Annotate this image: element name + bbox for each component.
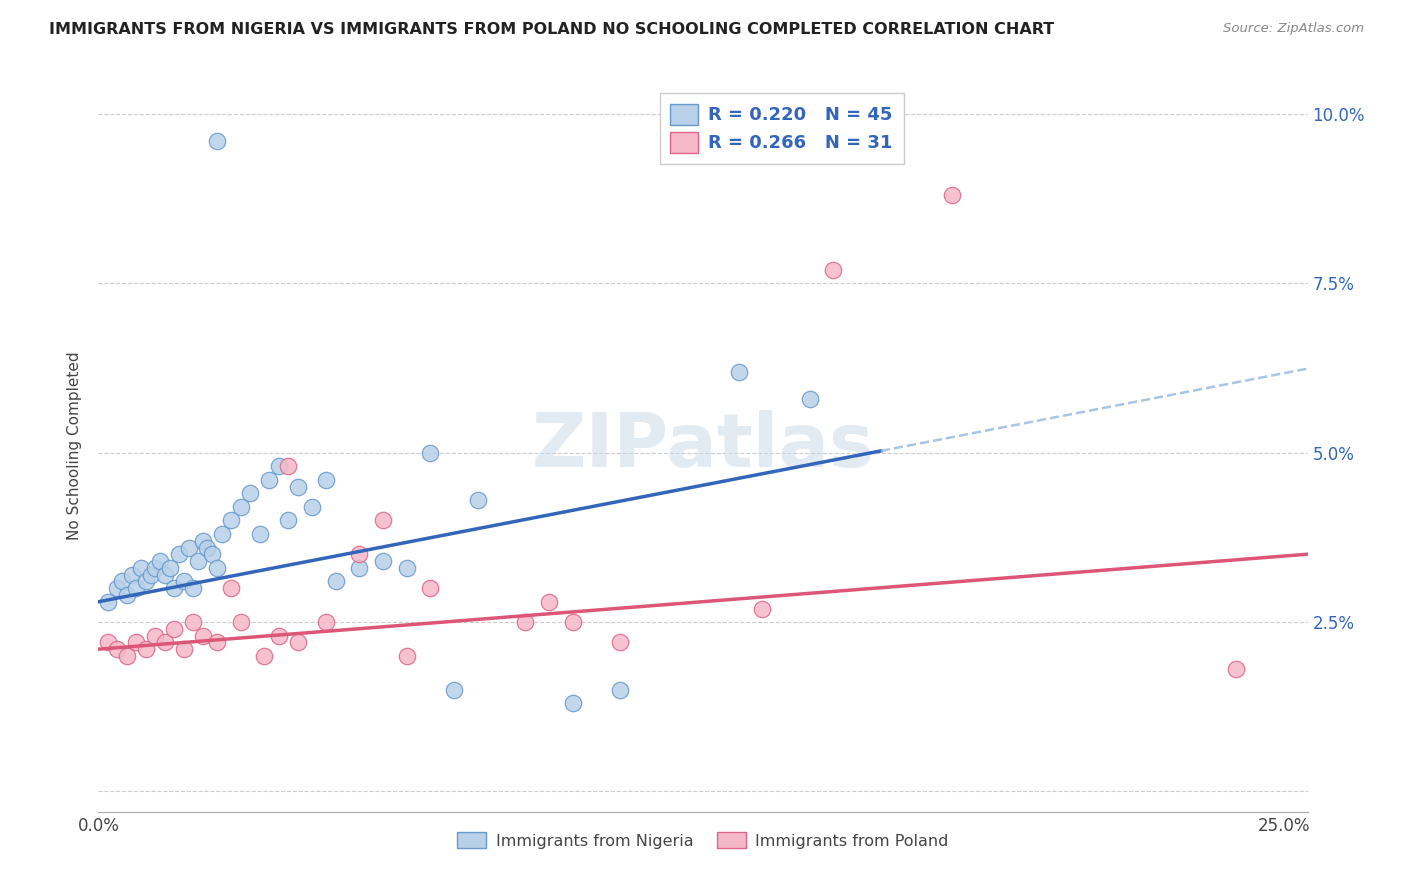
Point [727,364,749,378]
Point [315,473,337,487]
Point [167,547,190,561]
Point [153,635,176,649]
Point [181,615,204,629]
Point [287,480,309,494]
Point [139,567,162,582]
Point [751,601,773,615]
Point [115,588,138,602]
Point [159,561,181,575]
Point [201,547,224,561]
Point [277,514,299,528]
Point [121,567,143,582]
Point [111,574,134,589]
Point [211,527,233,541]
Point [97,595,120,609]
Point [205,561,228,575]
Point [219,514,242,528]
Point [347,547,370,561]
Point [287,635,309,649]
Point [191,629,214,643]
Point [609,635,631,649]
Point [799,392,821,406]
Text: IMMIGRANTS FROM NIGERIA VS IMMIGRANTS FROM POLAND NO SCHOOLING COMPLETED CORRELA: IMMIGRANTS FROM NIGERIA VS IMMIGRANTS FR… [49,22,1054,37]
Point [1225,663,1247,677]
Point [419,581,441,595]
Point [515,615,537,629]
Point [143,561,166,575]
Point [135,574,157,589]
Point [163,622,186,636]
Point [229,615,252,629]
Point [149,554,172,568]
Point [249,527,271,541]
Point [395,648,418,663]
Point [97,635,120,649]
Point [143,629,166,643]
Point [347,561,370,575]
Point [173,642,195,657]
Y-axis label: No Schooling Completed: No Schooling Completed [67,351,83,541]
Point [105,581,128,595]
Point [253,648,276,663]
Point [197,541,219,555]
Point [301,500,323,514]
Point [219,581,242,595]
Legend: Immigrants from Nigeria, Immigrants from Poland: Immigrants from Nigeria, Immigrants from… [451,826,955,855]
Point [443,682,465,697]
Point [941,188,963,202]
Point [125,635,148,649]
Point [115,648,138,663]
Point [125,581,148,595]
Point [467,493,489,508]
Point [267,459,290,474]
Point [419,446,441,460]
Point [561,697,583,711]
Point [395,561,418,575]
Point [205,134,228,148]
Point [609,682,631,697]
Point [153,567,176,582]
Point [205,635,228,649]
Point [371,554,394,568]
Point [267,629,290,643]
Point [277,459,299,474]
Point [129,561,152,575]
Point [537,595,560,609]
Point [177,541,200,555]
Point [315,615,337,629]
Point [181,581,204,595]
Point [325,574,347,589]
Point [257,473,280,487]
Point [105,642,128,657]
Point [823,263,845,277]
Point [239,486,262,500]
Point [163,581,186,595]
Point [173,574,195,589]
Text: ZIPatlas: ZIPatlas [531,409,875,483]
Point [561,615,583,629]
Point [187,554,209,568]
Point [135,642,157,657]
Text: Source: ZipAtlas.com: Source: ZipAtlas.com [1223,22,1364,36]
Point [191,533,214,548]
Point [229,500,252,514]
Point [371,514,394,528]
